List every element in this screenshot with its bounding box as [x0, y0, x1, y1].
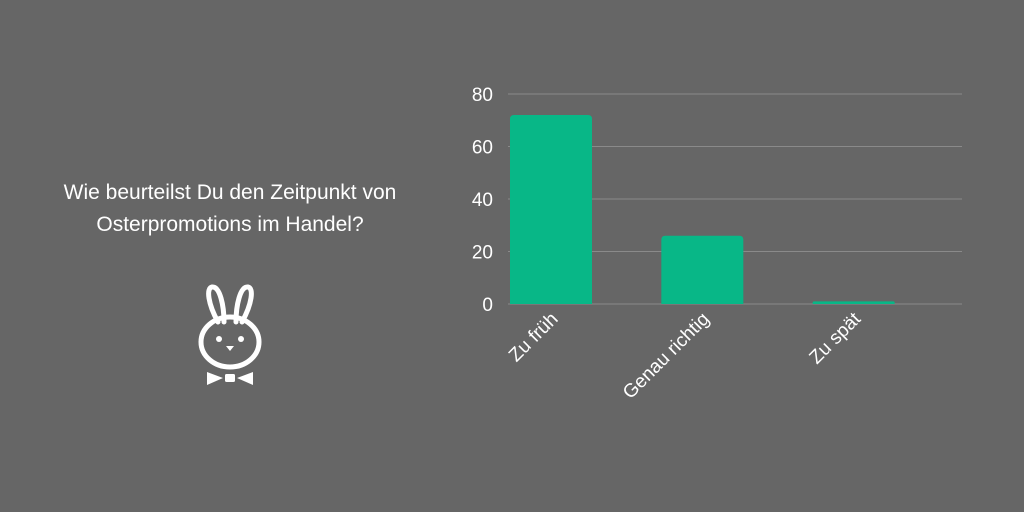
y-tick-label: 0 — [482, 295, 493, 316]
x-tick-label: Zu früh — [505, 309, 562, 366]
bar — [661, 235, 744, 304]
bar — [812, 301, 895, 304]
question-line-1: Wie beurteilst Du den Zeitpunkt von — [63, 181, 397, 204]
bar — [510, 115, 592, 304]
question-text: Wie beurteilst Du den Zeitpunkt von Oste… — [20, 177, 440, 241]
bunny-icon — [198, 284, 262, 385]
x-tick-label: Zu spät — [806, 308, 866, 368]
y-tick-label: 60 — [472, 138, 493, 159]
y-tick-label: 80 — [472, 85, 493, 106]
y-tick-label: 20 — [472, 243, 493, 264]
x-tick-label: Genau richtig — [619, 309, 714, 404]
y-tick-label: 40 — [472, 190, 493, 211]
question-line-2: Osterpromotions im Handel? — [96, 213, 364, 236]
